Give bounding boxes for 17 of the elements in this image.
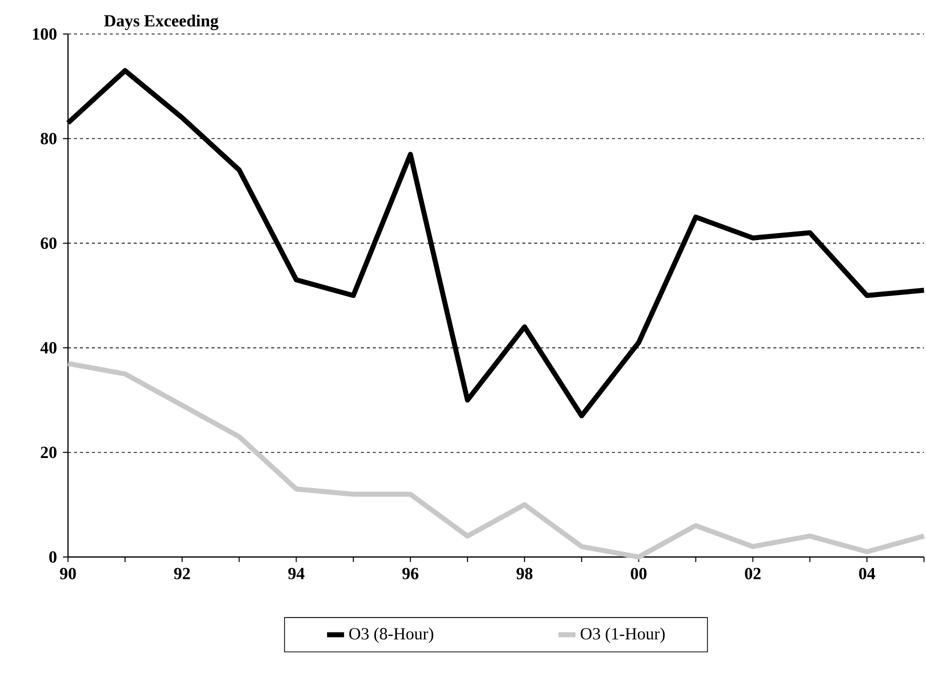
x-tick-label: 96	[402, 568, 418, 580]
y-tick-label: 60	[40, 237, 56, 249]
x-tick-label: 04	[859, 568, 876, 580]
x-tick-label: 00	[630, 568, 647, 580]
y-tick-label: 100	[32, 28, 56, 40]
legend-label: O3 (1-Hour)	[580, 628, 665, 643]
y-tick-label: 0	[49, 551, 56, 563]
y-tick-label: 20	[40, 446, 56, 458]
y-tick-label: 80	[40, 132, 56, 144]
x-tick-label: 92	[174, 568, 190, 580]
legend-label: O3 (8-Hour)	[349, 628, 434, 643]
x-tick-label: 90	[60, 568, 76, 580]
x-tick-label: 94	[288, 568, 304, 580]
y-tick-label: 40	[40, 342, 56, 354]
y-axis-title: Days Exceeding	[104, 14, 218, 30]
x-tick-label: 02	[744, 568, 761, 580]
x-tick-label: 98	[516, 568, 532, 580]
